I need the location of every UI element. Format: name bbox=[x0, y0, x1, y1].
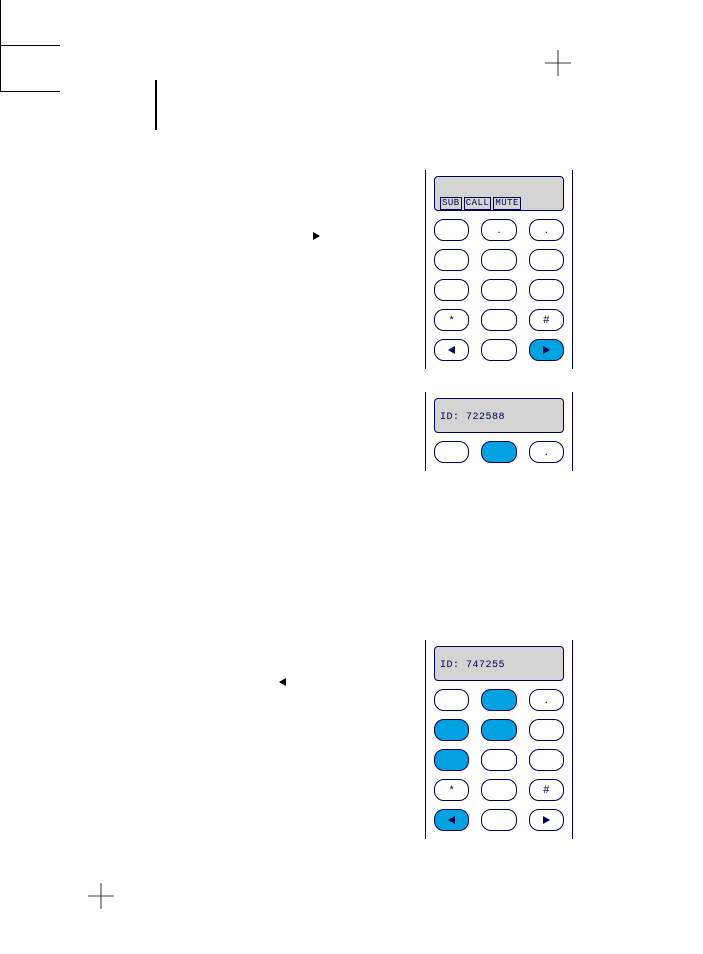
lcd-display: SUB CALL MUTE bbox=[434, 176, 564, 211]
keypad-key[interactable] bbox=[481, 689, 516, 711]
keypad-key[interactable] bbox=[434, 219, 469, 241]
keypad-key[interactable]: * bbox=[434, 779, 469, 801]
keypad-key[interactable] bbox=[481, 719, 516, 741]
keypad-key[interactable] bbox=[434, 279, 469, 301]
keypad-key[interactable]: . bbox=[529, 219, 564, 241]
crop-mark bbox=[0, 91, 60, 92]
display-segment: CALL bbox=[464, 197, 492, 210]
crop-mark bbox=[0, 0, 1, 45]
keypad: . * # bbox=[434, 689, 564, 831]
crop-mark bbox=[0, 46, 1, 91]
crop-mark bbox=[155, 80, 157, 130]
display-segment: SUB bbox=[440, 197, 462, 210]
keypad-key[interactable] bbox=[434, 249, 469, 271]
step-arrow-icon bbox=[279, 678, 286, 686]
registration-cross bbox=[545, 50, 571, 81]
keypad-key[interactable] bbox=[481, 279, 516, 301]
keypad-key[interactable] bbox=[434, 749, 469, 771]
keypad-key[interactable] bbox=[481, 441, 516, 463]
keypad-key[interactable] bbox=[529, 279, 564, 301]
keypad-key[interactable] bbox=[481, 339, 516, 361]
keypad-key[interactable] bbox=[529, 749, 564, 771]
keypad: .. * # bbox=[434, 219, 564, 361]
keypad-key[interactable]: . bbox=[529, 689, 564, 711]
keypad-key[interactable] bbox=[529, 719, 564, 741]
keypad-key[interactable] bbox=[529, 249, 564, 271]
keypad-key[interactable] bbox=[434, 719, 469, 741]
keypad-key[interactable]: * bbox=[434, 309, 469, 331]
phone-keypad-diagram: ID: 722588 . bbox=[425, 392, 573, 471]
keypad-key[interactable]: . bbox=[481, 219, 516, 241]
keypad-key[interactable] bbox=[481, 309, 516, 331]
step-arrow-icon bbox=[313, 232, 320, 240]
keypad-key[interactable]: . bbox=[529, 441, 564, 463]
nav-left-key[interactable] bbox=[434, 809, 469, 831]
keypad-key[interactable]: # bbox=[529, 309, 564, 331]
keypad-key[interactable] bbox=[434, 689, 469, 711]
phone-keypad-diagram: ID: 747255 . * # bbox=[425, 640, 573, 839]
keypad-key[interactable] bbox=[481, 749, 516, 771]
keypad-key[interactable]: # bbox=[529, 779, 564, 801]
display-segment: MUTE bbox=[493, 197, 521, 210]
keypad-key[interactable] bbox=[434, 441, 469, 463]
keypad: . bbox=[434, 441, 564, 463]
registration-cross bbox=[88, 883, 114, 914]
lcd-display: ID: 747255 bbox=[434, 646, 564, 681]
display-text: ID: 747255 bbox=[440, 660, 505, 671]
keypad-key[interactable] bbox=[481, 809, 516, 831]
nav-left-key[interactable] bbox=[434, 339, 469, 361]
phone-keypad-diagram: SUB CALL MUTE .. * # bbox=[425, 170, 573, 369]
keypad-key[interactable] bbox=[481, 249, 516, 271]
lcd-display: ID: 722588 bbox=[434, 398, 564, 433]
keypad-key[interactable] bbox=[481, 779, 516, 801]
nav-right-key[interactable] bbox=[529, 339, 564, 361]
nav-right-key[interactable] bbox=[529, 809, 564, 831]
crop-mark bbox=[0, 45, 60, 46]
display-text: ID: 722588 bbox=[440, 412, 505, 423]
